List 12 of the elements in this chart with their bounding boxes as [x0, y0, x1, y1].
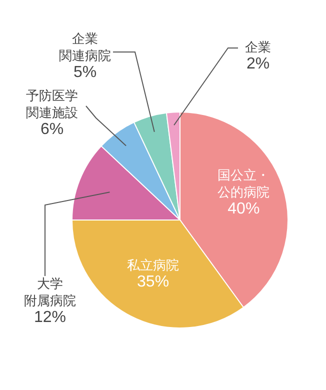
data-label: 40% [228, 200, 260, 218]
slice-label: 大学附属病院 [24, 276, 76, 308]
data-label: 35% [137, 273, 170, 290]
data-label: 5% [73, 64, 97, 81]
slice-label: 企業 [245, 40, 271, 54]
slice-label: 私立病院 [127, 257, 180, 272]
data-label: 2% [246, 56, 270, 72]
slice-label: 国公立・公的病院 [218, 167, 270, 200]
data-label: 6% [40, 121, 64, 138]
slice-label: 予防医学関連施設 [26, 88, 78, 120]
slice-label: 企業関連病院 [59, 31, 111, 63]
data-label: 12% [34, 309, 66, 326]
